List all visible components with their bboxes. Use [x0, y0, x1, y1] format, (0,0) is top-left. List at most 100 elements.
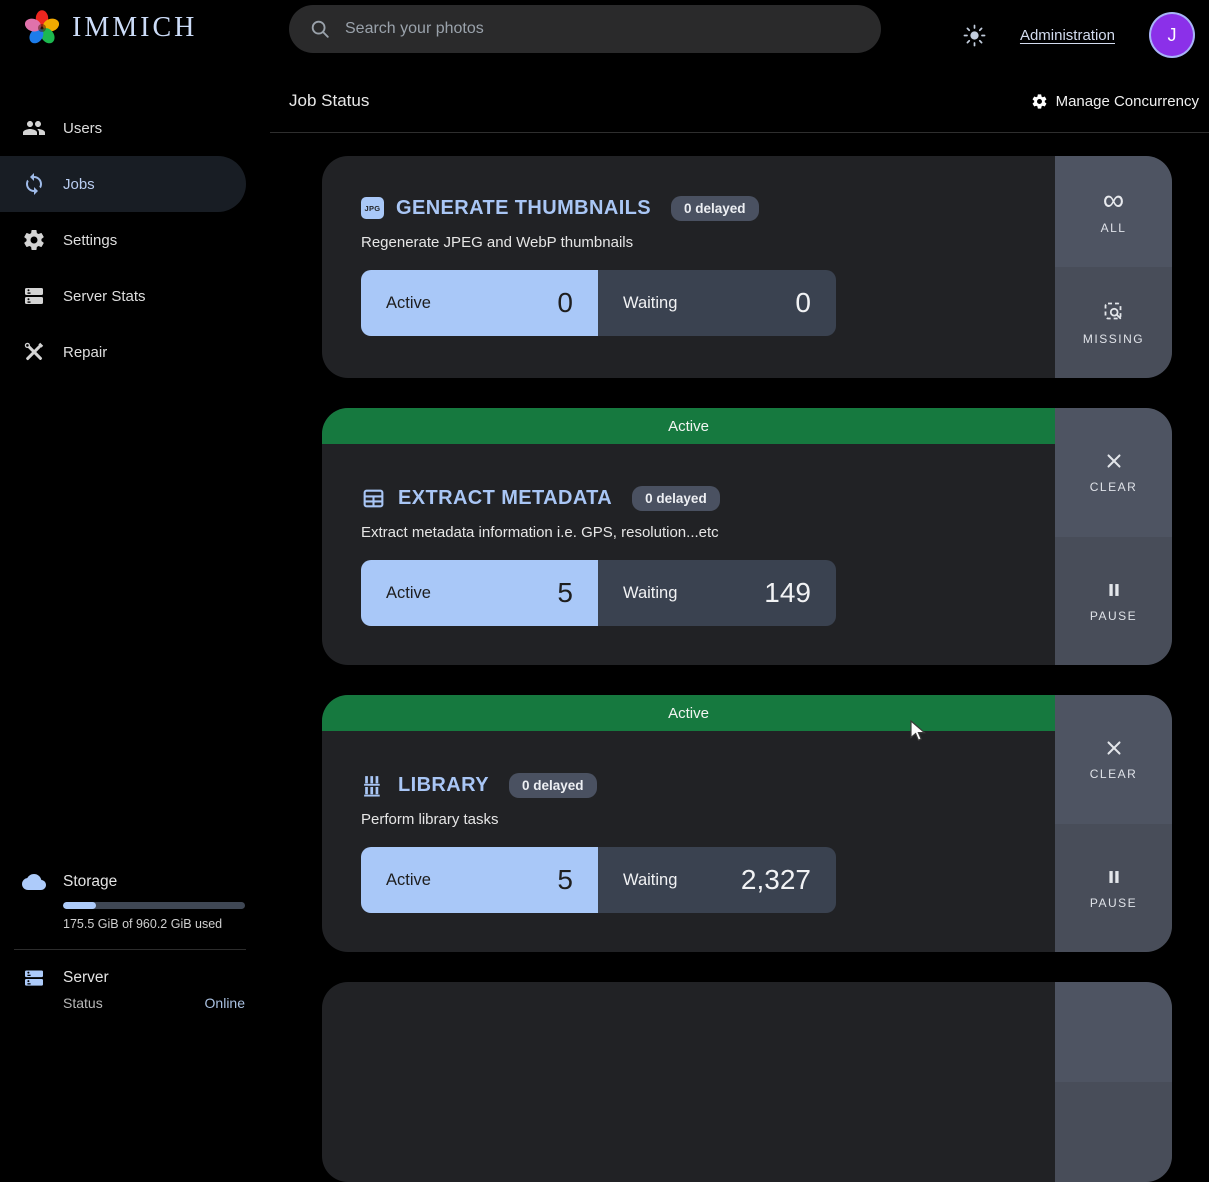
- sidebar-item-label: Users: [63, 120, 102, 137]
- pause-button[interactable]: PAUSE: [1055, 824, 1172, 953]
- delayed-badge: 0 delayed: [632, 486, 720, 511]
- storage-usage-text: 175.5 GiB of 960.2 GiB used: [63, 917, 222, 931]
- gear-icon: [1031, 93, 1048, 110]
- active-value: 5: [557, 577, 573, 609]
- sidebar-item-users[interactable]: Users: [0, 100, 270, 156]
- active-banner: Active: [322, 408, 1055, 444]
- job-action-button[interactable]: [1055, 982, 1172, 1082]
- delayed-badge: 0 delayed: [671, 196, 759, 221]
- pause-button[interactable]: PAUSE: [1055, 537, 1172, 666]
- job-card-library: Active LIBRARY 0 delayed Perform library…: [322, 695, 1172, 952]
- active-stat: Active 5: [361, 560, 598, 626]
- manage-concurrency-label: Manage Concurrency: [1056, 93, 1199, 110]
- sidebar-item-label: Repair: [63, 344, 107, 361]
- active-label: Active: [386, 584, 431, 603]
- active-stat: Active 0: [361, 270, 598, 336]
- jpg-icon: JPG: [361, 197, 384, 219]
- job-title: EXTRACT METADATA: [398, 487, 612, 510]
- manage-concurrency-button[interactable]: Manage Concurrency: [1031, 93, 1199, 110]
- job-card-generate-thumbnails: JPG GENERATE THUMBNAILS 0 delayed Regene…: [322, 156, 1172, 378]
- job-list: JPG GENERATE THUMBNAILS 0 delayed Regene…: [270, 133, 1209, 1182]
- server-stats-icon: [22, 284, 46, 308]
- server-section: Server Status Online: [0, 966, 270, 990]
- run-all-button[interactable]: ∞ ALL: [1055, 156, 1172, 267]
- clear-label: CLEAR: [1090, 480, 1138, 494]
- pause-icon: [1103, 866, 1125, 888]
- sync-icon: [22, 172, 46, 196]
- missing-search-icon: [1102, 300, 1126, 324]
- sidebar-item-jobs[interactable]: Jobs: [0, 156, 246, 212]
- avatar[interactable]: J: [1149, 12, 1195, 58]
- gear-icon: [22, 228, 46, 252]
- search-input[interactable]: [345, 20, 861, 38]
- library-shelves-icon: [361, 773, 386, 798]
- job-description: Perform library tasks: [361, 811, 1055, 831]
- active-label: Active: [386, 871, 431, 890]
- sidebar-item-label: Settings: [63, 232, 117, 249]
- waiting-value: 0: [795, 287, 811, 319]
- sidebar-item-label: Jobs: [63, 176, 95, 193]
- close-icon: [1103, 450, 1125, 472]
- administration-link[interactable]: Administration: [1020, 27, 1115, 44]
- theme-toggle-sun-icon[interactable]: [963, 24, 986, 47]
- waiting-value: 2,327: [741, 864, 811, 896]
- main-content: Job Status Manage Concurrency JPG GENERA…: [270, 70, 1209, 1005]
- pause-label: PAUSE: [1090, 896, 1137, 910]
- job-card-extract-metadata: Active EXTRACT METADATA 0 delayed Extrac…: [322, 408, 1172, 665]
- logo-wordmark: IMMICH: [72, 12, 197, 44]
- table-icon: [361, 486, 386, 511]
- storage-section: Storage 175.5 GiB of 960.2 GiB used: [0, 870, 270, 894]
- waiting-stat: Waiting 0: [598, 270, 836, 336]
- immich-logo[interactable]: IMMICH: [22, 8, 197, 48]
- job-statbar: Active 0 Waiting 0: [361, 270, 836, 336]
- clear-button[interactable]: CLEAR: [1055, 695, 1172, 824]
- waiting-label: Waiting: [623, 294, 677, 313]
- cloud-icon: [22, 870, 46, 894]
- job-card-next-partial: [322, 982, 1172, 1182]
- repair-tools-icon: [22, 340, 46, 364]
- active-value: 5: [557, 864, 573, 896]
- server-status-label: Status: [63, 995, 103, 1011]
- top-bar: IMMICH Administration J: [0, 0, 1209, 70]
- run-missing-button[interactable]: MISSING: [1055, 267, 1172, 378]
- sidebar-item-repair[interactable]: Repair: [0, 324, 270, 380]
- sidebar-divider: [14, 949, 246, 950]
- sidebar-item-label: Server Stats: [63, 288, 146, 305]
- waiting-stat: Waiting 2,327: [598, 847, 836, 913]
- job-statbar: Active 5 Waiting 149: [361, 560, 836, 626]
- infinity-icon: ∞: [1103, 189, 1124, 213]
- sidebar: Users Jobs Settings Server Stats: [0, 70, 270, 1005]
- waiting-label: Waiting: [623, 871, 677, 890]
- immich-flower-icon: [22, 8, 62, 48]
- active-label: Active: [386, 294, 431, 313]
- search-bar[interactable]: [289, 5, 881, 53]
- clear-label: CLEAR: [1090, 767, 1138, 781]
- server-title: Server: [63, 969, 109, 987]
- delayed-badge: 0 delayed: [509, 773, 597, 798]
- job-title: GENERATE THUMBNAILS: [396, 197, 651, 220]
- waiting-value: 149: [764, 577, 811, 609]
- clear-button[interactable]: CLEAR: [1055, 408, 1172, 537]
- users-icon: [22, 116, 46, 140]
- run-all-label: ALL: [1101, 221, 1127, 235]
- close-icon: [1103, 737, 1125, 759]
- active-banner: Active: [322, 695, 1055, 731]
- sidebar-item-settings[interactable]: Settings: [0, 212, 270, 268]
- sidebar-item-server-stats[interactable]: Server Stats: [0, 268, 270, 324]
- job-description: Extract metadata information i.e. GPS, r…: [361, 524, 1055, 544]
- waiting-label: Waiting: [623, 584, 677, 603]
- search-icon: [309, 18, 331, 40]
- job-statbar: Active 5 Waiting 2,327: [361, 847, 836, 913]
- storage-progress-bar: [63, 902, 245, 909]
- pause-icon: [1103, 579, 1125, 601]
- storage-progress-fill: [63, 902, 96, 909]
- job-title: LIBRARY: [398, 774, 489, 797]
- job-action-button[interactable]: [1055, 1082, 1172, 1182]
- page-header: Job Status Manage Concurrency: [270, 70, 1209, 133]
- server-icon: [22, 966, 46, 990]
- job-description: Regenerate JPEG and WebP thumbnails: [361, 234, 1055, 254]
- waiting-stat: Waiting 149: [598, 560, 836, 626]
- page-title: Job Status: [289, 91, 369, 111]
- active-value: 0: [557, 287, 573, 319]
- storage-title: Storage: [63, 873, 117, 891]
